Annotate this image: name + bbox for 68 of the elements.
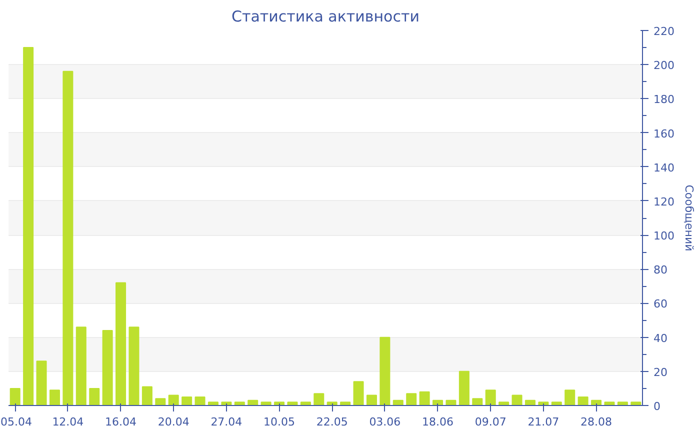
x-tick-label: 09.07 <box>474 416 506 428</box>
y-tick-label: 120 <box>654 195 674 208</box>
bar <box>234 402 245 406</box>
y-tick-label: 180 <box>654 93 674 106</box>
bar <box>446 400 456 406</box>
y-tick-label: 40 <box>654 332 668 345</box>
y-tick-label: 140 <box>654 161 674 174</box>
x-tick-label: 16.04 <box>105 416 137 428</box>
bar <box>340 402 351 406</box>
bar <box>23 47 34 406</box>
bar <box>353 381 364 406</box>
bar <box>578 396 588 406</box>
x-tick-label: 21.07 <box>528 416 560 428</box>
x-tick-label: 22.05 <box>316 416 348 428</box>
x-tick-label: 27.04 <box>210 416 242 428</box>
y-tick-label: 220 <box>654 25 674 38</box>
y-tick-label: 100 <box>654 230 674 243</box>
bar <box>155 398 166 406</box>
x-tick-label: 12.04 <box>52 416 84 428</box>
x-tick-label: 18.06 <box>422 416 454 428</box>
y-tick-label: 200 <box>654 59 674 72</box>
bar <box>458 370 470 406</box>
bar <box>102 330 113 406</box>
bar <box>76 326 86 406</box>
x-tick-label: 03.06 <box>369 416 401 428</box>
bar <box>524 400 536 406</box>
x-tick-label: 10.05 <box>264 416 296 428</box>
bar <box>380 336 390 406</box>
bar <box>498 402 510 406</box>
bar <box>36 360 47 406</box>
x-tick-label: 05.04 <box>0 416 32 428</box>
bar <box>260 402 272 406</box>
bar <box>512 394 522 406</box>
bar <box>630 402 642 406</box>
bar <box>168 394 179 406</box>
bar <box>142 386 152 406</box>
bar <box>472 398 483 406</box>
bar <box>604 402 615 406</box>
bar <box>248 400 258 406</box>
chart-title: Статистика активности <box>232 8 420 26</box>
y-tick-label: 0 <box>654 400 660 413</box>
bar <box>564 390 576 406</box>
y-axis-title: Сообщений <box>682 184 696 252</box>
y-tick-label: 20 <box>654 366 668 379</box>
bar <box>128 326 140 406</box>
bar <box>392 400 404 406</box>
y-tick-label: 160 <box>654 127 674 140</box>
bar <box>300 402 311 406</box>
bar <box>485 390 496 406</box>
bar <box>182 396 192 406</box>
bar <box>49 390 60 406</box>
bar <box>287 402 298 406</box>
bar <box>89 388 100 406</box>
bar <box>366 394 377 406</box>
x-tick-label: 28.08 <box>580 416 612 428</box>
bar <box>194 396 206 406</box>
x-tick-label: 20.04 <box>158 416 190 428</box>
y-tick-label: 80 <box>654 264 668 277</box>
bar <box>10 388 20 406</box>
bar <box>617 402 628 406</box>
bar <box>116 282 126 406</box>
bar <box>551 402 562 406</box>
bar <box>208 402 218 406</box>
bar <box>406 393 417 406</box>
y-tick-label: 60 <box>654 298 668 311</box>
bar <box>62 70 74 406</box>
bar <box>419 391 430 406</box>
bar <box>314 393 324 406</box>
